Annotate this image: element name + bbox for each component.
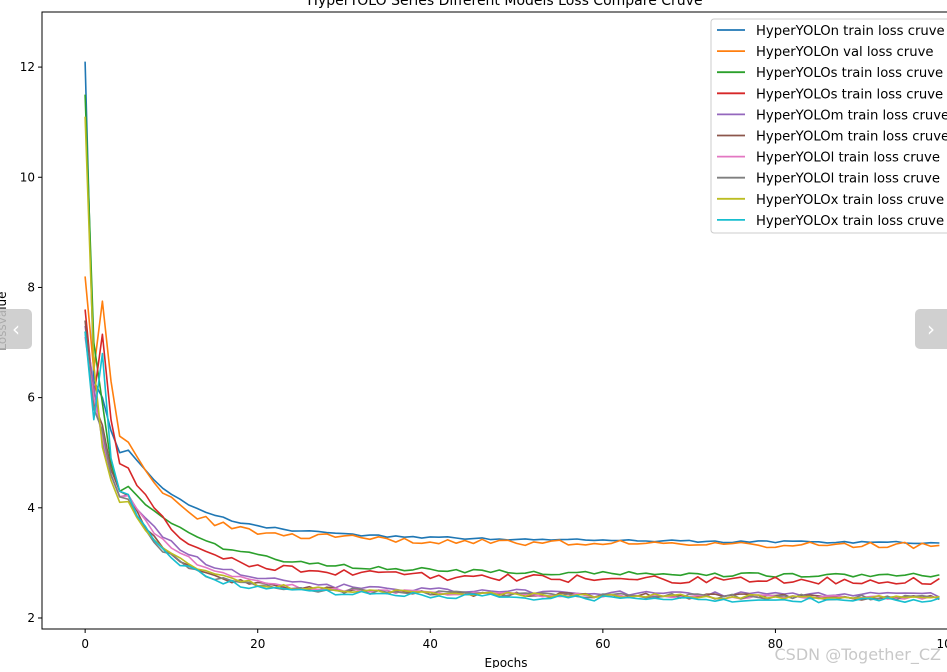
- legend-label: HyperYOLOm train loss cruve: [756, 130, 947, 145]
- series-line-3: [84, 94, 940, 578]
- legend-item: HyperYOLOm train loss cruve: [717, 108, 947, 123]
- legend-label: HyperYOLOn train loss cruve: [756, 24, 945, 39]
- y-tick-label: 6: [27, 391, 35, 405]
- series-line-8: [84, 331, 940, 601]
- legend-item: HyperYOLOx train loss cruve: [717, 214, 944, 229]
- legend-label: HyperYOLOl train loss cruve: [756, 172, 940, 187]
- series-line-4: [84, 309, 940, 586]
- x-tick-label: 60: [595, 637, 610, 651]
- legend-box: [710, 18, 947, 234]
- y-tick-label: 12: [20, 60, 35, 74]
- legend-label: HyperYOLOx train loss cruve: [756, 214, 944, 229]
- legend-item: HyperYOLOn val loss cruve: [717, 45, 934, 60]
- legend-label: HyperYOLOs train loss cruve: [756, 87, 943, 102]
- plot-frame: [41, 11, 947, 630]
- legend: HyperYOLOn train loss cruve HyperYOLOn va…: [710, 18, 947, 234]
- series-line-7: [84, 336, 940, 600]
- x-axis-label: Epochs: [485, 656, 528, 668]
- legend-item: HyperYOLOl train loss cruve: [717, 172, 940, 187]
- x-tick-label: 80: [768, 637, 783, 651]
- legend-item: HyperYOLOx train loss cruve: [717, 193, 944, 208]
- x-tick-label: 100: [937, 637, 947, 651]
- legend-label: HyperYOLOs train loss cruve: [756, 66, 943, 81]
- legend-item: HyperYOLOs train loss cruve: [717, 87, 943, 102]
- legend-label: HyperYOLOn val loss cruve: [756, 45, 934, 60]
- series-line-1: [84, 61, 940, 545]
- y-tick-label: 4: [27, 501, 35, 515]
- prev-arrow-button[interactable]: ‹: [0, 309, 32, 349]
- series-line-2: [84, 276, 940, 550]
- chart-title: HyperYOLO Series Different Models Loss C…: [307, 0, 702, 9]
- y-tick-label: 2: [27, 611, 35, 625]
- series-line-6: [84, 320, 940, 601]
- legend-label: HyperYOLOm train loss cruve: [756, 108, 947, 123]
- legend-item: HyperYOLOm train loss cruve: [717, 130, 947, 145]
- series-line-9: [84, 116, 940, 600]
- series-line-5: [84, 325, 940, 598]
- watermark: CSDN @Together_CZ: [774, 645, 941, 664]
- x-tick-label: 0: [81, 637, 89, 651]
- x-tick-label: 20: [250, 637, 265, 651]
- next-arrow-button[interactable]: ›: [915, 309, 947, 349]
- legend-item: HyperYOLOn train loss cruve: [717, 24, 945, 39]
- legend-label: HyperYOLOl train loss cruve: [756, 151, 940, 166]
- legend-item: HyperYOLOl train loss cruve: [717, 151, 940, 166]
- y-tick-label: 10: [20, 170, 35, 184]
- series-line-10: [84, 331, 940, 604]
- x-tick-label: 40: [423, 637, 438, 651]
- legend-item: HyperYOLOs train loss cruve: [717, 66, 943, 81]
- legend-label: HyperYOLOx train loss cruve: [756, 193, 944, 208]
- y-tick-label: 8: [27, 280, 35, 294]
